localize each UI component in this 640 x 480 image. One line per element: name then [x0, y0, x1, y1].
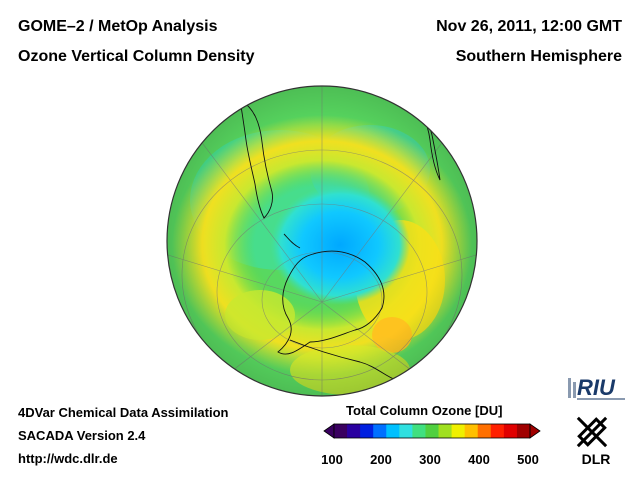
- colorbar-segment: [373, 424, 387, 438]
- colorbar-segment: [386, 424, 400, 438]
- colorbar-segment: [334, 424, 348, 438]
- colorbar-tick: 400: [468, 452, 490, 467]
- riu-logo-underline: [577, 398, 625, 400]
- colorbar: [323, 423, 541, 439]
- colorbar-segment: [490, 424, 505, 438]
- colorbar-segment: [451, 424, 466, 438]
- colorbar-segment: [347, 424, 361, 438]
- dlr-logo: DLR: [576, 416, 611, 467]
- colorbar-title: Total Column Ozone [DU]: [346, 403, 503, 418]
- footer-method: 4DVar Chemical Data Assimilation: [18, 405, 229, 420]
- colorbar-tick: 100: [321, 452, 343, 467]
- colorbar-tick: 500: [517, 452, 539, 467]
- riu-logo-bar: [568, 378, 571, 398]
- footer-url[interactable]: http://wdc.dlr.de: [18, 451, 118, 466]
- colorbar-segment: [412, 424, 426, 438]
- ozone-globe-map: [166, 85, 478, 397]
- title-right-datetime: Nov 26, 2011, 12:00 GMT: [436, 18, 622, 35]
- riu-logo: RIU: [568, 375, 625, 400]
- subtitle-right-hemisphere: Southern Hemisphere: [455, 48, 622, 65]
- colorbar-tick: 200: [370, 452, 392, 467]
- colorbar-segment: [503, 424, 518, 438]
- colorbar-segment: [438, 424, 453, 438]
- subtitle-left: Ozone Vertical Column Density: [18, 48, 255, 65]
- colorbar-segment: [399, 424, 413, 438]
- colorbar-arrow-right: [529, 423, 541, 439]
- colorbar-segment: [516, 424, 531, 438]
- title-left: GOME–2 / MetOp Analysis: [18, 18, 218, 35]
- colorbar-segment: [360, 424, 374, 438]
- globe-outline: [166, 85, 478, 397]
- globe-shading: [167, 86, 477, 396]
- colorbar-segment: [477, 424, 492, 438]
- riu-logo-text: RIU: [577, 375, 616, 400]
- dlr-logo-mark: [576, 416, 608, 448]
- colorbar-tick: 300: [419, 452, 441, 467]
- colorbar-frame: [333, 423, 531, 439]
- riu-logo-bar: [573, 382, 576, 398]
- dlr-logo-text: DLR: [582, 451, 611, 467]
- footer-version: SACADA Version 2.4: [18, 428, 146, 443]
- colorbar-segments: [334, 424, 531, 438]
- colorbar-arrow-left: [323, 423, 335, 439]
- colorbar-segment: [464, 424, 479, 438]
- colorbar-segment: [425, 424, 440, 438]
